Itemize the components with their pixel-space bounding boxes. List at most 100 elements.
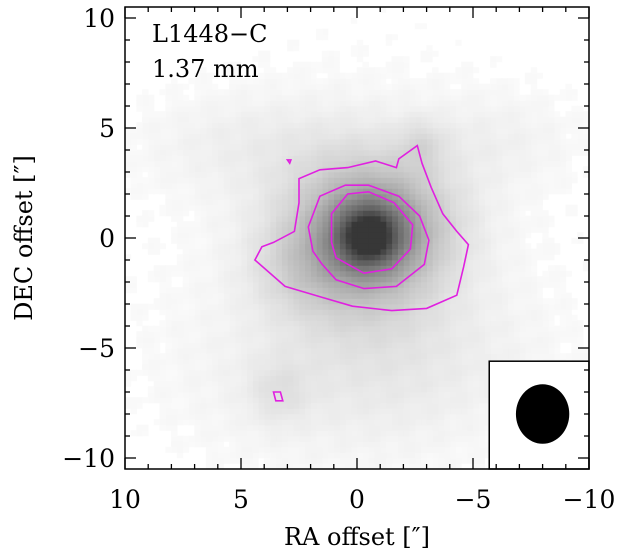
heatmap-cell: [292, 210, 300, 217]
heatmap-cell: [292, 342, 300, 349]
heatmap-cell: [420, 248, 427, 255]
heatmap-cell: [171, 232, 178, 239]
heatmap-cell: [455, 133, 462, 140]
heatmap-cell: [350, 94, 358, 101]
heatmap-cell: [263, 210, 271, 217]
heatmap-cell: [234, 83, 242, 90]
heatmap-cell: [391, 116, 398, 123]
heatmap-cell: [263, 270, 271, 277]
heatmap-cell: [263, 237, 271, 244]
heatmap-cell: [316, 435, 323, 442]
heatmap-cell: [432, 89, 439, 96]
heatmap-cell: [333, 320, 340, 327]
heatmap-cell: [455, 226, 462, 233]
heatmap-cell: [501, 155, 509, 162]
heatmap-cell: [339, 419, 346, 426]
heatmap-cell: [391, 336, 398, 343]
heatmap-cell: [246, 430, 253, 437]
heatmap-cell: [408, 243, 416, 250]
heatmap-cell: [240, 325, 248, 332]
heatmap-cell: [414, 281, 422, 288]
heatmap-cell: [246, 94, 253, 101]
heatmap-cell: [530, 303, 538, 310]
heatmap-cell: [263, 336, 271, 343]
heatmap-cell: [217, 171, 224, 178]
heatmap-cell: [490, 336, 497, 343]
heatmap-cell: [263, 309, 271, 316]
heatmap-cell: [240, 243, 248, 250]
heatmap-cell: [240, 342, 248, 349]
heatmap-cell: [298, 160, 306, 167]
heatmap-cell: [281, 419, 288, 426]
heatmap-cell: [217, 364, 224, 371]
heatmap-cell: [408, 204, 416, 211]
heatmap-cell: [559, 270, 567, 277]
heatmap-cell: [391, 265, 398, 272]
heatmap-cell: [281, 408, 288, 415]
heatmap-cell: [321, 215, 329, 222]
heatmap-cell: [507, 325, 514, 332]
heatmap-cell: [420, 100, 427, 107]
heatmap-cell: [420, 270, 427, 277]
heatmap-cell: [484, 259, 491, 266]
heatmap-cell: [263, 292, 271, 299]
heatmap-cell: [316, 457, 323, 464]
heatmap-cell: [234, 122, 242, 129]
heatmap-cell: [461, 89, 468, 96]
heatmap-cell: [229, 391, 236, 398]
heatmap-cell: [478, 441, 485, 448]
heatmap-cell: [466, 127, 474, 134]
heatmap-cell: [310, 72, 317, 79]
heatmap-cell: [548, 270, 555, 277]
heatmap-cell: [478, 89, 485, 96]
heatmap-cell: [217, 199, 224, 206]
heatmap-cell: [159, 138, 166, 145]
heatmap-cell: [426, 369, 433, 376]
heatmap-cell: [519, 276, 526, 283]
heatmap-cell: [287, 171, 294, 178]
heatmap-cell: [275, 105, 282, 112]
heatmap-cell: [374, 243, 381, 250]
heatmap-cell: [495, 237, 503, 244]
heatmap-cell: [217, 309, 224, 316]
heatmap-cell: [223, 270, 230, 277]
heatmap-cell: [182, 369, 190, 376]
heatmap-cell: [408, 325, 416, 332]
heatmap-cell: [379, 391, 387, 398]
heatmap-cell: [298, 320, 306, 327]
heatmap-cell: [345, 193, 352, 200]
heatmap-cell: [176, 336, 184, 343]
heatmap-cell: [414, 127, 422, 134]
heatmap-cell: [385, 61, 393, 68]
heatmap-cell: [408, 364, 416, 371]
heatmap-cell: [391, 221, 398, 228]
heatmap-cell: [316, 364, 323, 371]
heatmap-cell: [478, 424, 485, 431]
heatmap-cell: [495, 188, 503, 195]
heatmap-cell: [153, 397, 161, 404]
heatmap-cell: [292, 391, 300, 398]
heatmap-cell: [565, 292, 572, 299]
heatmap-cell: [385, 199, 393, 206]
heatmap-cell: [379, 89, 387, 96]
heatmap-cell: [194, 221, 201, 228]
heatmap-cell: [205, 309, 213, 316]
heatmap-cell: [426, 424, 433, 431]
heatmap-cell: [449, 144, 456, 151]
heatmap-cell: [269, 67, 277, 74]
heatmap-cell: [327, 430, 335, 437]
heatmap-cell: [484, 375, 491, 382]
heatmap-cell: [176, 303, 184, 310]
heatmap-cell: [339, 232, 346, 239]
heatmap-cell: [258, 111, 265, 118]
heatmap-cell: [432, 72, 439, 79]
heatmap-cell: [519, 243, 526, 250]
heatmap-cell: [298, 309, 306, 316]
heatmap-cell: [194, 210, 201, 217]
heatmap-cell: [263, 303, 271, 310]
heatmap-cell: [345, 72, 352, 79]
heatmap-cell: [571, 122, 578, 129]
heatmap-cell: [339, 364, 346, 371]
heatmap-cell: [507, 89, 514, 96]
heatmap-cell: [287, 446, 294, 453]
